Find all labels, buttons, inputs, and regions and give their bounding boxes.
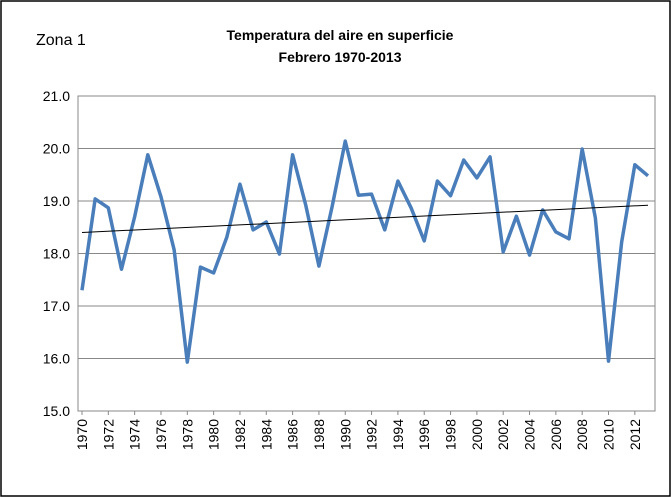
- x-tick-label: 1980: [206, 419, 222, 450]
- y-tick-label: 20.0: [43, 141, 70, 157]
- x-tick-label: 1994: [390, 419, 406, 450]
- x-tick-label: 2002: [495, 419, 511, 450]
- y-tick-label: 21.0: [43, 88, 70, 104]
- y-tick-label: 16.0: [43, 351, 70, 367]
- x-tick-label: 1970: [74, 419, 90, 450]
- x-tick-label: 1986: [285, 419, 301, 450]
- x-tick-label: 2000: [469, 419, 485, 450]
- x-tick-label: 2008: [574, 419, 590, 450]
- x-tick-label: 1976: [153, 419, 169, 450]
- x-tick-label: 1996: [416, 419, 432, 450]
- x-tick-label: 1990: [337, 419, 353, 450]
- x-tick-label: 2010: [601, 419, 617, 450]
- x-tick-label: 1978: [179, 419, 195, 450]
- x-tick-label: 1998: [443, 419, 459, 450]
- data-line: [80, 139, 650, 364]
- x-tick-label: 1982: [232, 419, 248, 450]
- x-tick-label: 1984: [258, 419, 274, 450]
- x-tick-label: 1992: [364, 419, 380, 450]
- chart-title: Temperatura del aire en superficie: [227, 27, 454, 43]
- x-tick-label: 2012: [627, 419, 643, 450]
- y-tick-label: 18.0: [43, 246, 70, 262]
- trend-line: [81, 204, 649, 233]
- x-tick-label: 2004: [522, 419, 538, 450]
- x-tick-label: 2006: [548, 419, 564, 450]
- y-tick-label: 15.0: [43, 403, 70, 419]
- chart-subtitle: Febrero 1970-2013: [279, 49, 402, 65]
- x-tick-label: 1972: [100, 419, 116, 450]
- x-tick-label: 1988: [311, 419, 327, 450]
- y-tick-label: 19.0: [43, 193, 70, 209]
- y-tick-label: 17.0: [43, 298, 70, 314]
- x-tick-label: 1974: [127, 419, 143, 450]
- annotation: Zona 1: [36, 32, 86, 49]
